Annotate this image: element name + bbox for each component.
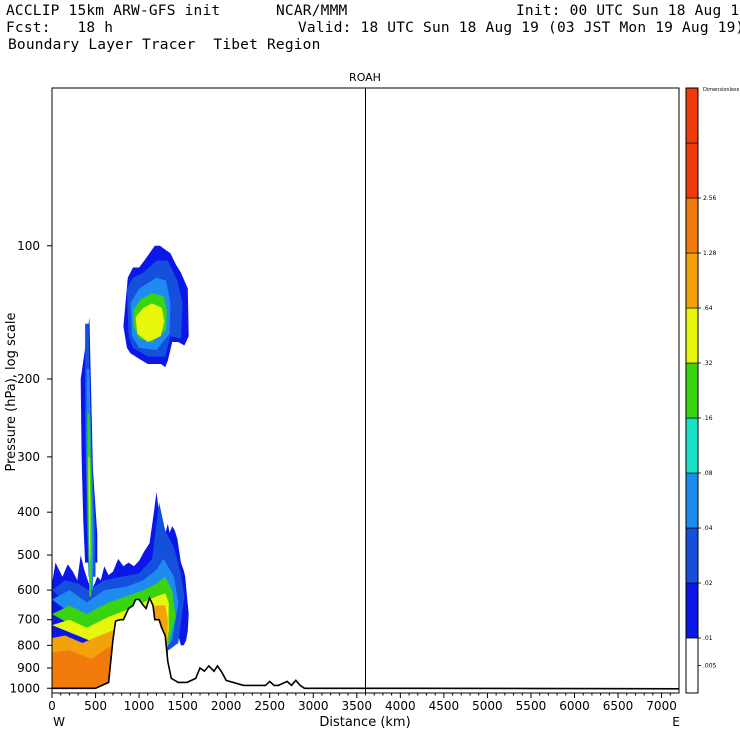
colorbar-level-label: .04 — [703, 525, 713, 532]
colorbar-level-label: 1.28 — [703, 250, 717, 257]
x-tick-label: 4000 — [385, 699, 416, 713]
colorbar-level-label: .02 — [703, 580, 713, 587]
colorbar-level-label: .16 — [703, 415, 713, 422]
y-tick-label: 300 — [17, 450, 40, 464]
colorbar-segment — [685, 87, 699, 144]
y-tick-label: 400 — [17, 505, 40, 519]
y-tick-label: 1000 — [9, 681, 40, 695]
x-tick-label: 6000 — [559, 699, 590, 713]
header-line1-right: Init: 00 UTC Sun 18 Aug 19 — [516, 3, 740, 19]
y-tick-label: 200 — [17, 372, 40, 386]
chart-title: ROAH — [349, 71, 381, 84]
colorbar-segment — [685, 362, 699, 419]
colorbar-level-label: .01 — [703, 635, 713, 642]
terrain-line — [52, 595, 680, 690]
colorbar-frame — [685, 87, 699, 694]
header-line1-left: ACCLIP 15km ARW-GFS init — [6, 3, 221, 19]
colorbar-segment — [685, 637, 699, 694]
colorbar-level-label: 2.56 — [703, 195, 717, 202]
colorbar-segment — [685, 142, 699, 199]
x-tick-label: 3500 — [342, 699, 373, 713]
y-tick-label: 500 — [17, 548, 40, 562]
x-axis: 0 500 1000 1500 2000 2500 3000 3500 4000 4500 5000… — [48, 693, 677, 713]
tracer-shell-5-lower — [52, 645, 113, 689]
y-axis: 100 200 300 400 500 600 700 800 900 1000 — [9, 239, 52, 695]
y-tick-label: 800 — [17, 638, 40, 652]
x-tick-label: 1000 — [124, 699, 155, 713]
colorbar-segment — [685, 527, 699, 584]
x-left-label: W — [53, 715, 65, 729]
header-line2-left: Fcst: 18 h — [6, 20, 114, 36]
y-tick-label: 100 — [17, 239, 40, 253]
colorbar-segment — [685, 252, 699, 309]
tracer-field — [52, 245, 679, 693]
colorbar-level-label: .08 — [703, 470, 713, 477]
x-tick-label: 7000 — [646, 699, 677, 713]
x-tick-label: 4500 — [429, 699, 460, 713]
y-tick-label: 900 — [17, 661, 40, 675]
y-tick-label: 600 — [17, 583, 40, 597]
colorbar-segment — [685, 307, 699, 364]
x-tick-label: 2500 — [254, 699, 285, 713]
colorbar-segment — [685, 582, 699, 639]
tracer-shell-3-column — [88, 456, 91, 563]
terrain-mask — [52, 597, 679, 693]
colorbar-level-label: .64 — [703, 305, 713, 312]
colorbar-level-label: .005 — [703, 663, 717, 670]
x-right-label: E — [672, 715, 680, 729]
y-tick-label: 700 — [17, 613, 40, 627]
colorbar: .005 .01 .02 .04 .08 .16 .32 .64 1.28 2.56 Dimensi… — [685, 87, 740, 694]
colorbar-level-label: .32 — [703, 360, 713, 367]
x-tick-label: 5000 — [472, 699, 503, 713]
x-tick-label: 500 — [84, 699, 107, 713]
colorbar-segment — [685, 197, 699, 254]
header-line2-right: Valid: 18 UTC Sun 18 Aug 19 (03 JST Mon … — [298, 20, 740, 36]
header-line3-left: Boundary Layer Tracer Tibet Region — [8, 37, 321, 53]
colorbar-segment — [685, 417, 699, 474]
x-tick-label: 5500 — [516, 699, 547, 713]
tracer-shell-3-upper — [135, 303, 165, 342]
colorbar-segment — [685, 472, 699, 529]
x-tick-label: 2000 — [211, 699, 242, 713]
x-tick-label: 0 — [48, 699, 56, 713]
header-line1-center: NCAR/MMM — [276, 3, 348, 19]
colorbar-unit-label: Dimensionless — [703, 87, 740, 93]
y-axis-label: Pressure (hPa), log scale — [4, 313, 19, 472]
x-tick-label: 3000 — [298, 699, 329, 713]
x-tick-label: 6500 — [603, 699, 634, 713]
x-axis-label: Distance (km) — [319, 715, 410, 730]
x-tick-label: 1500 — [167, 699, 198, 713]
